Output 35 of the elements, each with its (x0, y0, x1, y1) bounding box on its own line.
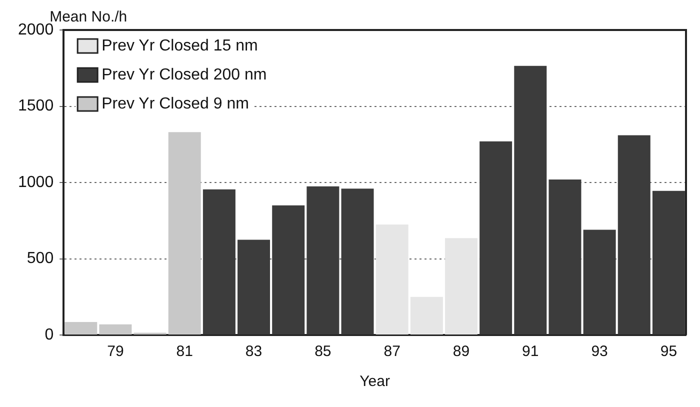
bar (341, 188, 374, 334)
bar (618, 135, 650, 334)
bar (202, 189, 236, 334)
x-tick-label: 79 (107, 343, 124, 360)
y-tick-label: 1000 (18, 174, 54, 191)
bar (514, 66, 547, 334)
bar (64, 322, 98, 334)
bar (238, 240, 270, 334)
x-tick-label: 87 (384, 343, 400, 360)
y-tick-label: 500 (26, 250, 54, 268)
bar (480, 141, 512, 334)
x-tick-label: 85 (314, 343, 332, 360)
bar (583, 230, 616, 334)
bar (99, 324, 132, 334)
bar (652, 190, 685, 334)
x-tick-label: 81 (176, 343, 193, 360)
bar (444, 238, 478, 334)
x-tick-label: 95 (660, 343, 678, 360)
legend-label: Prev Yr Closed 200 nm (102, 66, 267, 84)
y-tick-label: 0 (44, 326, 54, 344)
x-tick-label: 91 (522, 343, 539, 360)
y-tick-label: 1500 (18, 98, 54, 115)
bar (168, 132, 201, 334)
legend-label: Prev Yr Closed 15 nm (102, 37, 258, 54)
y-tick-label: 2000 (18, 21, 54, 38)
legend-label: Prev Yr Closed 9 nm (102, 95, 249, 112)
bar (272, 205, 305, 334)
bar (306, 186, 340, 334)
x-axis-title: Year (360, 373, 390, 390)
x-tick-label: 93 (591, 343, 608, 360)
bar (410, 296, 443, 334)
bar (548, 179, 582, 334)
bar (376, 224, 408, 334)
x-tick-label: 89 (452, 343, 470, 360)
x-tick-label: 83 (245, 343, 262, 360)
